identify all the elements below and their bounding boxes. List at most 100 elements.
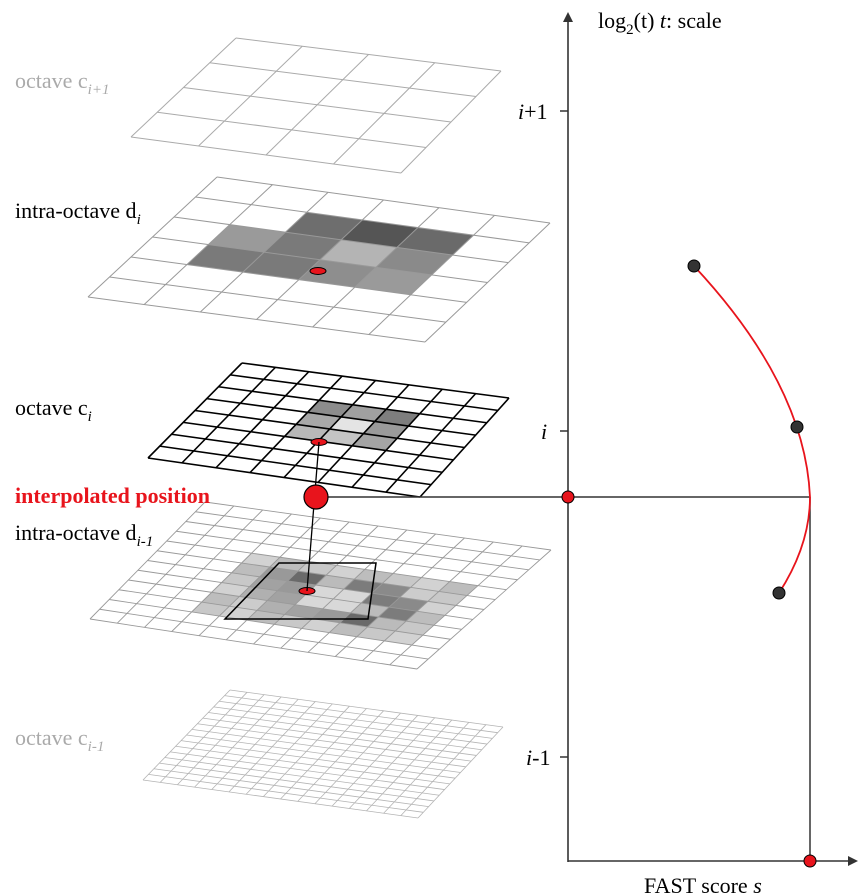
grid-line	[89, 618, 418, 670]
shaded-cell	[284, 424, 330, 442]
grid-line	[159, 762, 434, 802]
shaded-cell	[382, 573, 422, 588]
shaded-cell	[259, 567, 298, 581]
grid-line	[400, 724, 487, 816]
layer-octave-c-i-minus-1: octave ci-1	[15, 689, 504, 819]
grid-line	[130, 136, 402, 174]
shaded-cell	[301, 618, 340, 633]
grid-line	[351, 388, 443, 488]
shaded-cell	[322, 598, 362, 613]
shaded-cell	[352, 433, 398, 451]
sample-point-lower	[772, 586, 786, 600]
grid-line	[147, 457, 421, 498]
shaded-cell	[257, 600, 295, 615]
shaded-cell	[396, 227, 474, 256]
shaded-cell	[410, 577, 450, 592]
interpolated-position-point	[303, 484, 329, 510]
shaded-cell	[211, 582, 250, 597]
shaded-cell	[315, 575, 355, 590]
interpolation: interpolated position	[15, 259, 817, 868]
vertical-connector	[306, 441, 320, 592]
shaded-cell	[231, 563, 270, 577]
grid-line	[297, 710, 384, 802]
shaded-cell	[367, 617, 407, 631]
shaded-cell	[363, 421, 409, 439]
interpolation-curve	[693, 265, 811, 594]
layer-intra-octave-d-i: intra-octave di	[15, 176, 551, 343]
grid-line	[164, 757, 440, 796]
grid-line	[109, 276, 446, 323]
grid-intra-octave-d-i-minus-1	[89, 501, 552, 670]
grid-octave-c-i-plus-1	[130, 37, 502, 174]
shaded-cell	[287, 571, 327, 585]
grid-line	[385, 393, 477, 493]
shaded-cell	[329, 622, 368, 637]
shaded-cell	[201, 592, 240, 607]
shaded-cell	[417, 601, 456, 616]
sample-point-upper	[687, 259, 701, 273]
shaded-cell	[298, 561, 337, 576]
shaded-cell	[239, 586, 278, 601]
interpolated-position-label: interpolated position	[15, 483, 210, 508]
shaded-cell	[191, 602, 230, 617]
grid-line	[148, 773, 424, 813]
shaded-cell	[219, 606, 257, 621]
y-axis-label: log2(t) t: scale	[598, 8, 722, 38]
grid-line	[171, 433, 443, 474]
shaded-cell	[221, 572, 260, 587]
shaded-cell	[427, 591, 467, 606]
grid-line	[183, 87, 452, 123]
label-octave-c-i: octave ci	[15, 395, 92, 425]
shaded-cells-d-i-minus-1	[191, 553, 478, 645]
shaded-cell	[318, 429, 364, 446]
shaded-cell	[406, 611, 445, 626]
grid-octave-c-i	[147, 362, 510, 498]
grid-line	[109, 599, 440, 650]
shaded-cell	[356, 626, 396, 641]
tick-label-i-minus-1: i-1	[526, 745, 550, 770]
grid-line	[314, 712, 401, 805]
shaded-cell	[354, 267, 432, 295]
shaded-cell	[305, 585, 344, 599]
grid-line	[194, 409, 465, 449]
shaded-cell	[242, 252, 320, 280]
shaded-cells-c-i	[284, 400, 420, 451]
layer-octave-c-i: octave ci	[15, 362, 510, 498]
sample-point-middle	[790, 420, 804, 434]
tick-label-i-plus-1: i+1	[518, 99, 548, 124]
grid-line	[419, 397, 510, 498]
grid-line	[366, 719, 453, 812]
grid-line	[87, 296, 426, 343]
shaded-cell	[341, 219, 418, 248]
shaded-cell	[378, 607, 417, 622]
shaded-cell	[229, 596, 268, 611]
shaded-cell	[326, 565, 365, 580]
grid-line	[175, 745, 450, 785]
shaded-cell	[264, 232, 342, 260]
label-octave-c-i-plus-1: octave ci+1	[15, 68, 109, 98]
shaded-cell	[274, 614, 313, 629]
shaded-cell	[371, 583, 411, 598]
grid-line	[317, 384, 410, 483]
grid-line	[383, 722, 470, 814]
shaded-cell	[186, 244, 265, 273]
grid-line	[153, 768, 429, 808]
layer-intra-octave-d-i-minus-1: intra-octave di-1	[15, 501, 552, 670]
axes: i+1 i i-1 log2(t) t: scale FAST score s	[518, 8, 858, 896]
tick-label-i: i	[541, 419, 547, 444]
grid-line	[389, 545, 523, 666]
shaded-cell	[329, 416, 375, 434]
grid-line	[186, 734, 461, 773]
shaded-cell	[320, 239, 397, 268]
shaded-cell	[375, 247, 453, 275]
grid-line	[400, 70, 502, 174]
shaded-cell	[246, 610, 285, 625]
shaded-cell	[208, 224, 286, 253]
shaded-cell	[384, 631, 423, 645]
layer-octave-c-i-plus-1: octave ci+1	[15, 37, 502, 174]
grid-line	[348, 717, 436, 809]
shaded-cell	[298, 259, 376, 288]
shaded-cell	[296, 412, 342, 429]
grid-octave-c-i-minus-1	[142, 689, 504, 819]
grid-line	[416, 549, 552, 670]
